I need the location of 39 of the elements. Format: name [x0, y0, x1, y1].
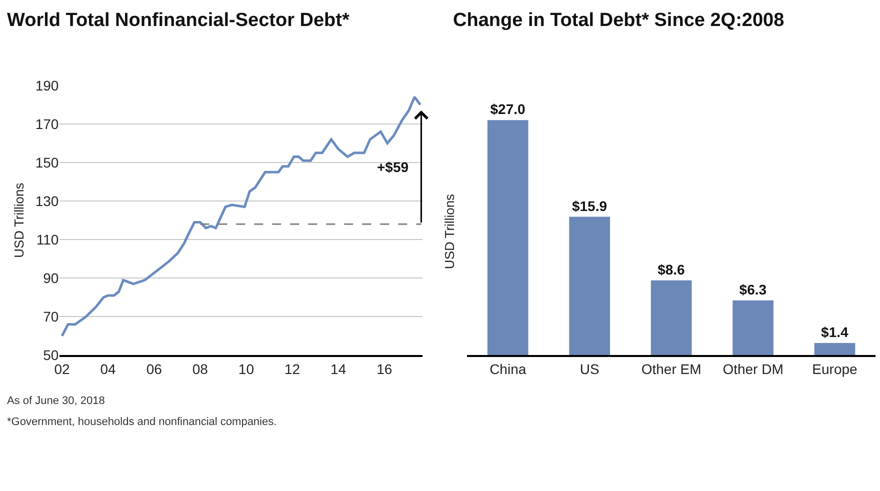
y-tick-label: 130	[35, 192, 59, 209]
x-tick-label: 06	[146, 360, 162, 377]
x-tick-label: 08	[192, 360, 208, 377]
y-tick-label: 50	[43, 347, 59, 364]
x-tick-label: 04	[100, 360, 116, 377]
data-label: $27.0	[490, 101, 526, 118]
data-label: $8.6	[658, 261, 686, 278]
bar	[569, 216, 610, 356]
x-tick-label: Europe	[812, 360, 858, 377]
bar	[814, 343, 856, 356]
data-label: $6.3	[739, 281, 767, 298]
y-tick-label: 170	[35, 116, 59, 132]
x-tick-label: 16	[376, 360, 392, 377]
x-tick-label: US	[580, 360, 600, 377]
text: *Government, households and nonfinancial companies.	[7, 416, 277, 428]
x-tick-label: 12	[284, 360, 300, 377]
bar	[650, 280, 692, 356]
y-tick-label: 70	[43, 308, 59, 325]
x-tick-label: 14	[330, 360, 346, 377]
x-tick-label: 10	[238, 360, 254, 377]
x-tick-label: 02	[54, 360, 70, 377]
x-tick-label: Other DM	[722, 360, 784, 377]
y-tick-label: 90	[43, 270, 59, 286]
y-axis-title: USD Trillions	[11, 182, 26, 258]
line-series	[60, 96, 422, 338]
bar	[732, 300, 774, 356]
data-label: $15.9	[572, 198, 608, 214]
bar	[487, 120, 528, 356]
chart-title: Change in Total Debt* Since 2Q:2008	[453, 10, 784, 31]
y-tick-label: 190	[35, 77, 59, 94]
text: As of June 30, 2018	[7, 395, 105, 407]
chart-title: World Total Nonfinancial-Sector Debt*	[7, 10, 350, 31]
data-label: $1.4	[821, 324, 848, 340]
y-tick-label: 150	[35, 154, 59, 170]
y-axis-title: USD Trillions	[442, 193, 457, 270]
y-tick-label: 110	[36, 231, 59, 248]
x-tick-label: China	[490, 360, 526, 377]
annotation: +$59	[377, 159, 409, 175]
x-tick-label: Other EM	[641, 360, 702, 377]
